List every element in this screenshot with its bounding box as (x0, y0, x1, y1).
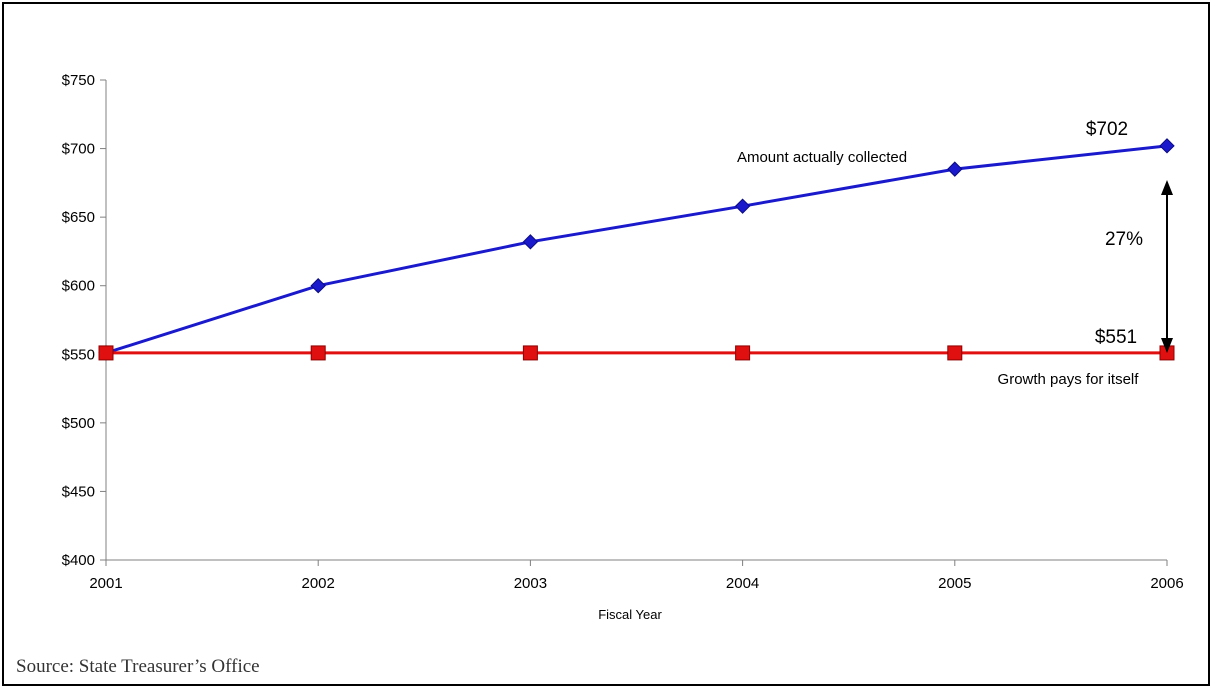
x-tick-label: 2005 (938, 575, 971, 592)
data-point (522, 234, 539, 250)
series-line (105, 144, 1168, 355)
x-tick-label: 2001 (89, 575, 122, 592)
y-tick-label: $450 (62, 483, 95, 500)
data-point (947, 345, 963, 361)
y-tick-label: $650 (62, 209, 95, 226)
x-axis: 2001 2002 2003 2004 2005 2006 (89, 559, 1184, 592)
y-tick-label: $700 (62, 141, 95, 158)
gap-arrow-down-icon (1161, 338, 1173, 353)
y-tick-label: $400 (62, 552, 95, 569)
x-axis-title: Fiscal Year (598, 607, 662, 622)
data-point (310, 345, 326, 361)
series-label-collected: Amount actually collected (737, 149, 907, 166)
series-growth (98, 345, 1175, 361)
end-value-label-bottom: $551 (1095, 327, 1137, 348)
y-axis: $400 $450 $500 $550 $600 $650 $700 $750 (62, 72, 107, 569)
x-tick-label: 2006 (1150, 575, 1183, 592)
gap-percent-label: 27% (1105, 229, 1143, 250)
gap-arrow-up-icon (1161, 180, 1173, 195)
y-tick-label: $550 (62, 346, 95, 363)
data-point (522, 345, 538, 361)
data-point (735, 345, 751, 361)
data-point (947, 161, 963, 177)
y-tick-label: $600 (62, 278, 95, 295)
series-collected (98, 138, 1175, 361)
series-layer (98, 138, 1175, 361)
source-note: Source: State Treasurer’s Office (16, 656, 260, 677)
data-point (1159, 138, 1175, 154)
x-tick-label: 2002 (302, 575, 335, 592)
data-point (734, 198, 751, 214)
data-point (98, 345, 114, 361)
annotation-layer: Amount actually collected Growth pays fo… (737, 119, 1173, 388)
line-chart: $400$450$500$550$600$650$700$750 2001 200… (62, 72, 1184, 622)
y-tick-label: $500 (62, 415, 95, 432)
y-tick-label: $750 (62, 72, 95, 89)
data-point (310, 278, 326, 294)
x-tick-label: 2003 (514, 575, 547, 592)
series-label-growth: Growth pays for itself (998, 371, 1140, 388)
x-tick-label: 2004 (726, 575, 759, 592)
end-value-label-top: $702 (1086, 119, 1128, 140)
